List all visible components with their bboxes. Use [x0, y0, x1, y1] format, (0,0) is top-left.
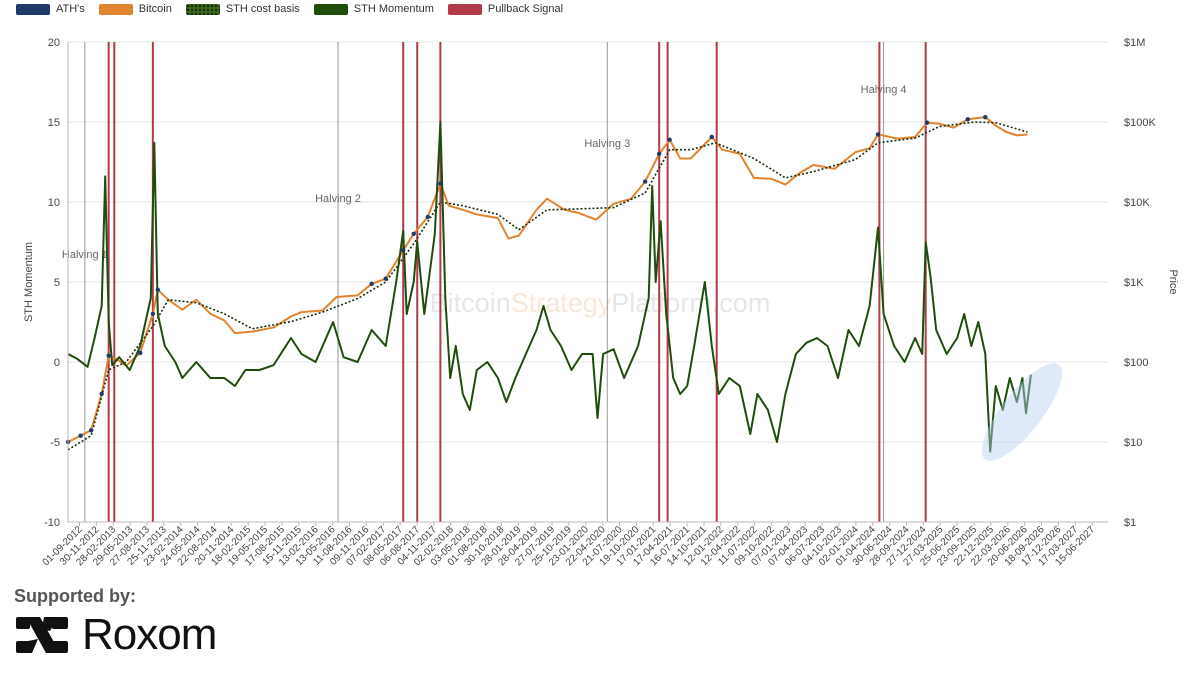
left-tick-label: 0: [54, 357, 60, 369]
left-tick-label: 20: [48, 37, 60, 49]
legend-item[interactable]: ATH's: [16, 3, 85, 15]
legend-item[interactable]: Pullback Signal: [447, 3, 564, 15]
right-tick-label: $1M: [1124, 37, 1145, 49]
ath-point: [656, 151, 662, 157]
legend-label: Bitcoin: [138, 3, 172, 15]
ath-point: [965, 117, 970, 122]
sth-momentum-line: [67, 121, 1032, 453]
legend-label: ATH's: [56, 3, 85, 15]
ath-point: [709, 134, 714, 140]
ath-point: [438, 181, 443, 186]
halving-label: Halving 3: [584, 138, 630, 150]
bitcoin-line: [67, 116, 1028, 443]
supported-by-label: Supported by:: [14, 586, 136, 606]
legend-swatch: [185, 3, 220, 15]
right-tick-label: $10K: [1124, 197, 1150, 209]
left-tick-label: 10: [48, 197, 60, 209]
gridlines: [68, 41, 1108, 523]
legend-item[interactable]: Bitcoin: [98, 3, 172, 15]
left-tick-label: -5: [50, 437, 60, 449]
roxom-mark-icon: [16, 617, 68, 653]
left-tick-label: 15: [48, 117, 60, 129]
ath-point: [983, 114, 988, 120]
right-axis-title: Price: [1167, 269, 1179, 294]
chart: BitcoinStrategyPlatform.com Halving 1Hal…: [23, 37, 1179, 568]
watermark-part-1: Bitcoin: [430, 288, 511, 318]
highlight-ellipse: [981, 363, 1063, 461]
right-tick-label: $1K: [1124, 277, 1144, 289]
ath-point: [411, 231, 416, 237]
ath-point: [875, 132, 881, 137]
sth-cost-basis-line: [67, 121, 1028, 451]
ath-point: [383, 276, 388, 281]
ath-point: [924, 120, 930, 125]
vertical-markers: Halving 1 Halving 2 Halving 3 Halving 4: [62, 42, 927, 522]
ath-point: [401, 247, 406, 253]
watermark-part-3: Platform.com: [611, 288, 770, 318]
ath-point: [138, 350, 143, 356]
legend-item[interactable]: STH cost basis: [185, 3, 300, 15]
legend-swatch: [447, 3, 482, 15]
right-tick-label: $100: [1124, 357, 1148, 369]
legend-label: STH cost basis: [225, 3, 300, 15]
roxom-logo: Roxom: [14, 610, 217, 660]
legend-label: STH Momentum: [353, 3, 434, 15]
watermark-part-2: Strategy: [511, 288, 612, 318]
left-tick-label: -10: [44, 517, 60, 529]
ath-point: [155, 287, 160, 292]
ath-point: [106, 353, 111, 358]
halving-label: Halving 2: [315, 193, 361, 205]
legend-label: Pullback Signal: [487, 3, 564, 15]
left-axis-title: STH Momentum: [23, 242, 35, 322]
legend: ATH's Bitcoin STH cost basis STH Momentum Pu…: [16, 3, 563, 15]
ath-point: [78, 433, 83, 438]
halving-label: Halving 4: [861, 84, 907, 96]
ath-point: [642, 179, 648, 184]
legend-swatch: [98, 3, 133, 15]
ath-point: [369, 281, 374, 286]
halving-label: Halving 1: [62, 249, 108, 261]
series-lines: [65, 114, 1032, 453]
legend-item[interactable]: STH Momentum: [313, 3, 434, 15]
legend-swatch: [313, 3, 348, 15]
ath-point: [425, 214, 430, 220]
brand-name: Roxom: [82, 610, 217, 659]
left-tick-label: 5: [54, 277, 60, 289]
axes: 20 15 10 5 0 -5 -10 $1M $100K $10K $1K $100 $10 $1 STH…: [23, 37, 1179, 568]
legend-swatch: [16, 3, 50, 15]
right-tick-label: $10: [1124, 437, 1142, 449]
watermark: BitcoinStrategyPlatform.com: [430, 288, 771, 318]
right-tick-label: $100K: [1124, 117, 1156, 129]
ath-point: [88, 428, 94, 433]
ath-point: [150, 311, 156, 317]
right-tick-label: $1: [1124, 517, 1136, 529]
ath-point: [667, 137, 672, 142]
ath-point: [99, 391, 104, 397]
